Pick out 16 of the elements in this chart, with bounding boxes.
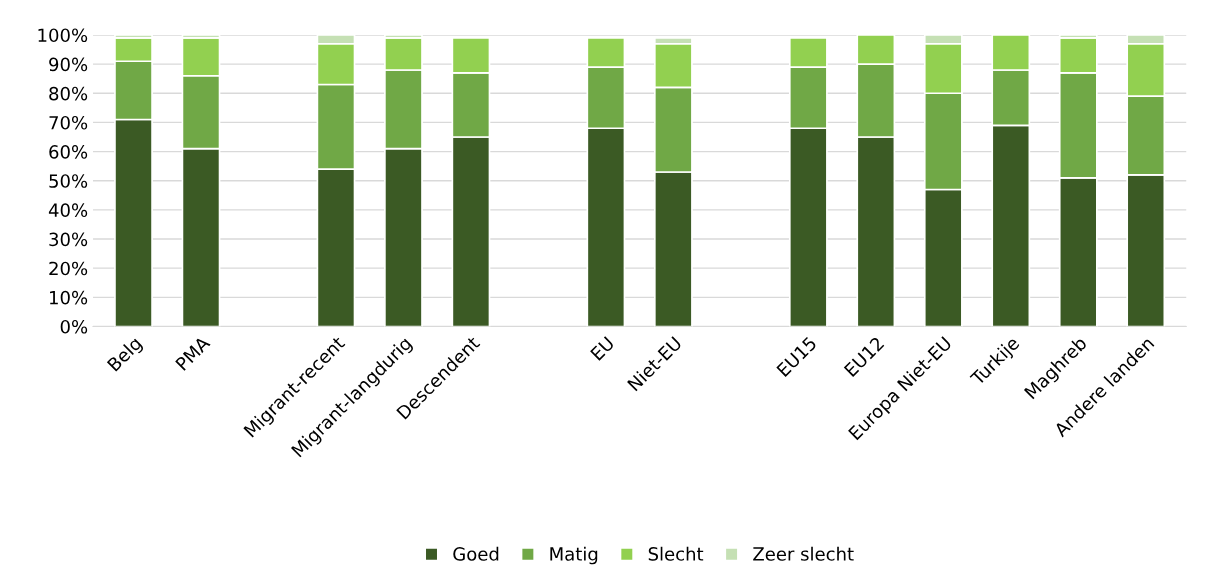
legend-label: Goed [453,546,499,561]
y-tick-label: 80% [49,86,88,101]
y-tick-label: 0% [60,319,88,334]
y-tick-label: 70% [49,115,88,130]
y-tick-label: 90% [49,57,88,72]
x-tick-label: EU [590,336,615,361]
legend-label: Matig [550,546,598,565]
y-tick-label: 60% [49,145,88,159]
y-tick-label: 30% [49,232,88,247]
y-tick-label: 100% [38,28,88,43]
y-tick-label: 20% [49,261,88,276]
legend-label: Slecht [648,546,704,561]
legend-label: Zeer slecht [753,546,854,561]
y-tick-label: 40% [48,203,88,217]
y-tick-label: 50% [49,174,88,188]
y-tick-label: 10% [50,290,88,305]
